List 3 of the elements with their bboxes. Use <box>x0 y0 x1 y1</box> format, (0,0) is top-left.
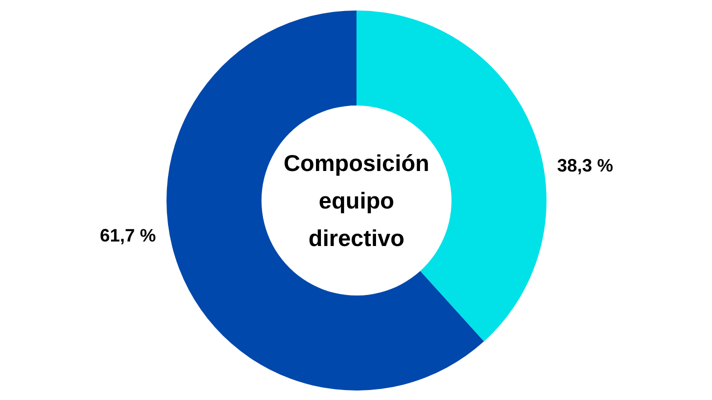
data-label: 61,7 % <box>100 226 156 246</box>
text: Composición equipo directivo <box>284 150 430 252</box>
data-label: 38,3 % <box>557 155 614 176</box>
